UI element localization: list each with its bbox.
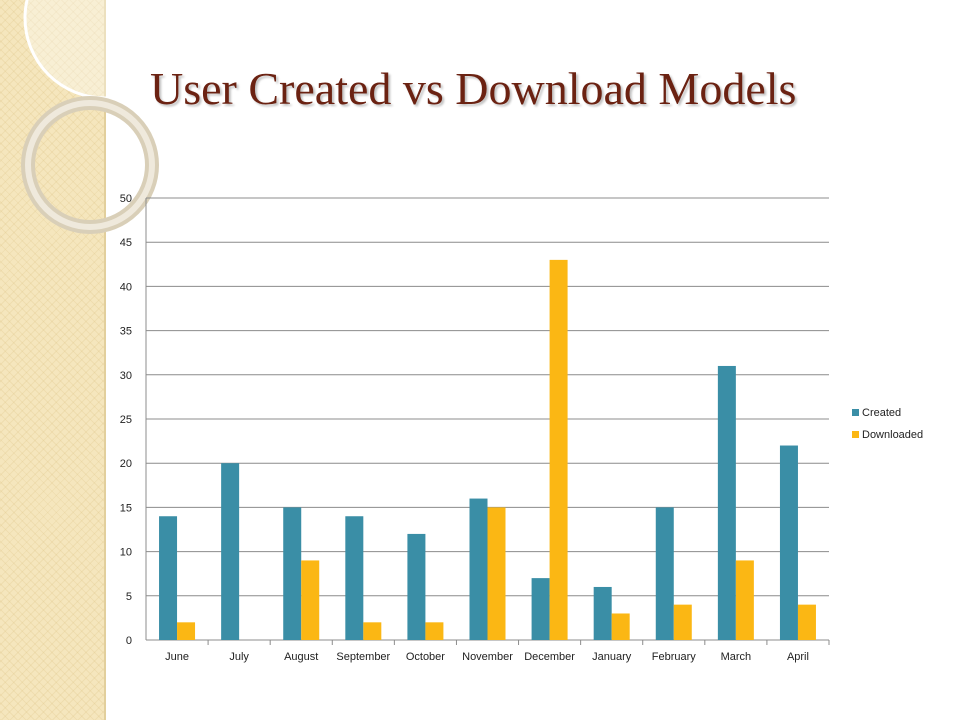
x-tick-label: March bbox=[721, 651, 752, 663]
bar-downloaded bbox=[611, 613, 630, 640]
y-tick-label: 40 bbox=[120, 281, 132, 293]
y-tick-label: 15 bbox=[120, 502, 132, 514]
bar-created bbox=[593, 586, 612, 640]
bar-downloaded bbox=[301, 560, 320, 640]
x-tick-label: August bbox=[284, 651, 318, 663]
bar-downloaded bbox=[735, 560, 754, 640]
bar-downloaded bbox=[549, 259, 568, 640]
bar-created bbox=[655, 507, 674, 640]
y-tick-label: 25 bbox=[120, 414, 132, 426]
bar-downloaded bbox=[363, 622, 382, 640]
x-tick-label: February bbox=[652, 651, 697, 663]
x-tick-label: June bbox=[165, 651, 189, 663]
bar-downloaded bbox=[177, 622, 196, 640]
x-tick-label: September bbox=[336, 651, 390, 663]
legend-label-downloaded: Downloaded bbox=[862, 429, 923, 441]
y-tick-label: 35 bbox=[120, 326, 132, 338]
bar-downloaded bbox=[487, 507, 506, 640]
y-tick-label: 10 bbox=[120, 547, 132, 559]
x-tick-label: January bbox=[592, 651, 632, 663]
y-tick-label: 45 bbox=[120, 237, 132, 249]
y-tick-label: 50 bbox=[120, 193, 132, 205]
bar-downloaded bbox=[797, 604, 816, 640]
bar-created bbox=[221, 463, 240, 640]
legend-label-created: Created bbox=[862, 407, 901, 419]
x-tick-label: July bbox=[229, 651, 249, 663]
y-tick-label: 5 bbox=[126, 591, 132, 603]
bar-downloaded bbox=[425, 622, 444, 640]
page-title: User Created vs Download Models bbox=[150, 63, 797, 114]
x-tick-label: November bbox=[462, 651, 513, 663]
bar-created bbox=[779, 445, 798, 640]
bar-created bbox=[159, 516, 178, 640]
x-tick-label: April bbox=[787, 651, 809, 663]
y-tick-label: 20 bbox=[120, 458, 132, 470]
legend-swatch-created bbox=[852, 409, 859, 416]
y-tick-label: 30 bbox=[120, 370, 132, 382]
bar-created bbox=[531, 578, 550, 640]
bar-created bbox=[407, 533, 426, 640]
y-tick-label: 0 bbox=[126, 635, 132, 647]
x-tick-label: December bbox=[524, 651, 575, 663]
bar-created bbox=[283, 507, 302, 640]
x-tick-label: October bbox=[406, 651, 445, 663]
legend-swatch-downloaded bbox=[852, 431, 859, 438]
bar-created bbox=[345, 516, 364, 640]
bar-created bbox=[717, 365, 736, 640]
bar-downloaded bbox=[673, 604, 692, 640]
bar-created bbox=[469, 498, 488, 640]
decorative-rings bbox=[21, 0, 187, 234]
